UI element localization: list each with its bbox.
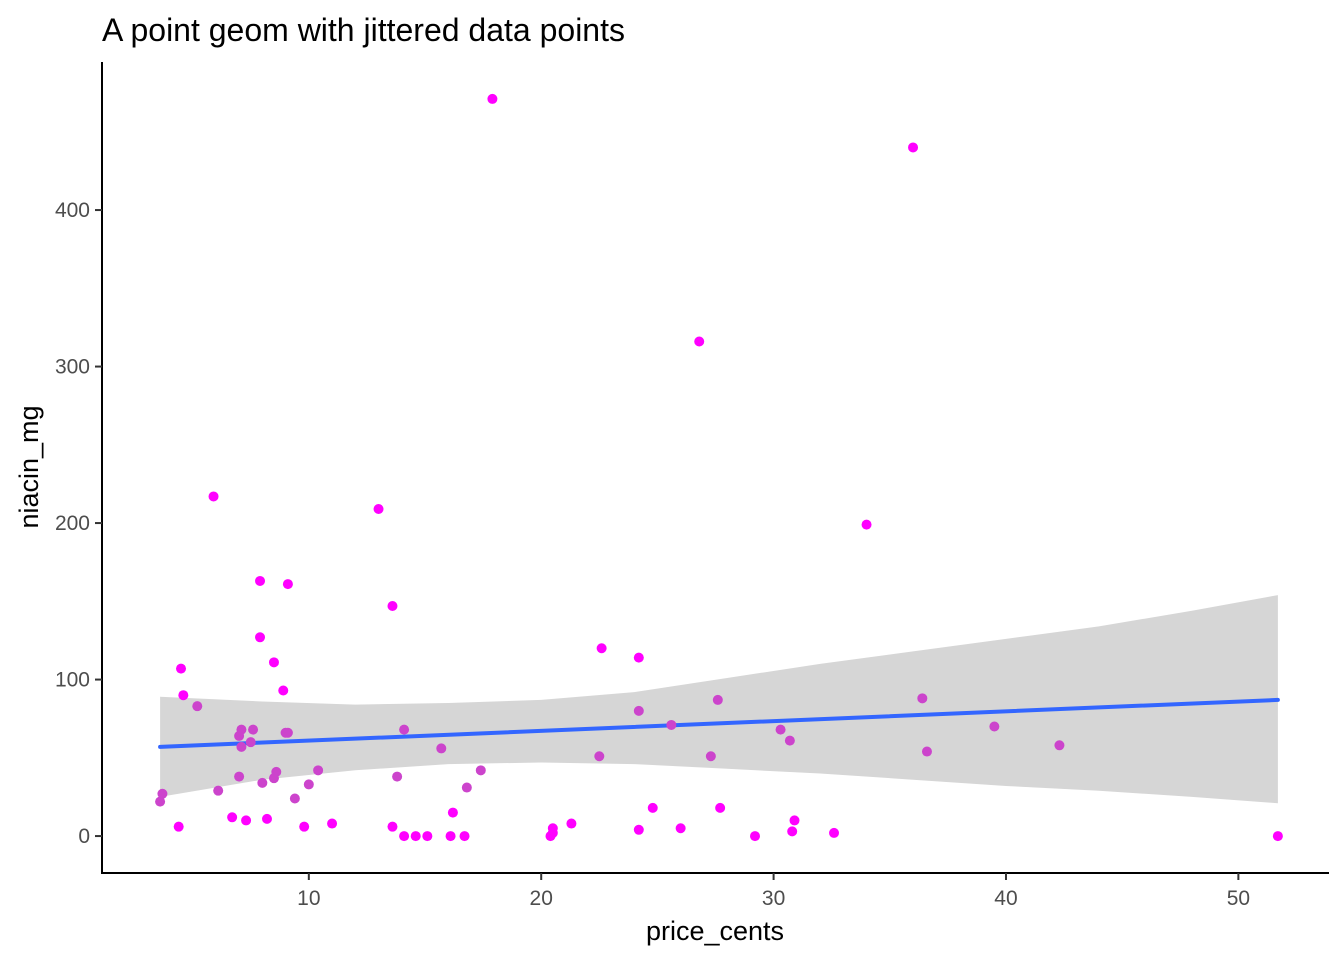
y-tick-label: 200 <box>55 512 90 535</box>
data-point <box>422 831 433 842</box>
data-point <box>282 579 293 590</box>
data-point <box>1054 740 1065 751</box>
x-tick-label: 50 <box>1227 887 1250 910</box>
y-tick-label: 100 <box>55 669 90 692</box>
data-point <box>282 727 293 738</box>
data-point <box>829 827 840 838</box>
data-point <box>327 818 338 829</box>
data-point <box>989 721 1000 732</box>
data-point <box>459 831 470 842</box>
data-point <box>784 735 795 746</box>
x-tick-label: 10 <box>297 887 320 910</box>
data-point <box>399 831 410 842</box>
data-point <box>261 813 272 824</box>
data-point <box>268 773 279 784</box>
y-tick-label: 400 <box>55 199 90 222</box>
data-point <box>566 818 577 829</box>
data-point <box>278 685 289 696</box>
data-point <box>268 657 279 668</box>
x-tick-label: 40 <box>994 887 1017 910</box>
data-point <box>236 741 247 752</box>
data-point <box>775 724 786 735</box>
data-point <box>178 690 189 701</box>
y-axis-label: niacin_mg <box>14 405 44 528</box>
data-point <box>213 785 224 796</box>
y-tick-label: 300 <box>55 356 90 379</box>
data-point <box>787 826 798 837</box>
data-point <box>399 724 410 735</box>
x-tick-label: 30 <box>762 887 785 910</box>
data-point <box>176 663 187 674</box>
data-point <box>234 730 245 741</box>
chart-title: A point geom with jittered data points <box>102 12 625 48</box>
data-point <box>750 831 761 842</box>
data-point <box>248 724 259 735</box>
smooth-line-layer <box>158 697 1280 749</box>
data-point <box>705 751 716 762</box>
x-axis-label: price_cents <box>646 916 784 946</box>
data-point <box>445 831 456 842</box>
data-point <box>861 519 872 530</box>
data-point <box>303 779 314 790</box>
data-point <box>392 771 403 782</box>
data-point <box>241 815 252 826</box>
data-point <box>461 782 472 793</box>
data-point <box>299 821 310 832</box>
data-point <box>313 765 324 776</box>
data-point <box>487 93 498 104</box>
data-point <box>155 796 166 807</box>
x-axis-ticks: 10 20 30 40 50 <box>297 873 1250 910</box>
data-point <box>545 831 556 842</box>
y-axis-ticks: 0 100 200 300 400 <box>55 199 102 848</box>
x-tick-label: 20 <box>530 887 553 910</box>
data-point <box>712 694 723 705</box>
data-point <box>666 719 677 730</box>
data-point <box>289 793 300 804</box>
data-point <box>157 788 168 799</box>
data-point <box>257 777 268 788</box>
data-point <box>633 652 644 663</box>
data-point <box>208 491 219 502</box>
data-point <box>234 771 245 782</box>
data-point <box>917 693 928 704</box>
data-point <box>410 831 421 842</box>
data-point <box>227 812 238 823</box>
data-point <box>1272 831 1283 842</box>
data-point <box>633 705 644 716</box>
data-point <box>475 765 486 776</box>
data-point <box>255 632 266 643</box>
data-point <box>255 575 266 586</box>
data-point <box>715 802 726 813</box>
data-point <box>373 503 384 514</box>
data-point <box>694 336 705 347</box>
y-tick-label: 0 <box>78 825 90 848</box>
data-point <box>647 802 658 813</box>
data-point <box>173 821 184 832</box>
data-point <box>594 751 605 762</box>
data-point <box>789 815 800 826</box>
data-point <box>921 746 932 757</box>
data-point <box>675 823 686 834</box>
data-point <box>387 601 398 612</box>
data-point <box>192 701 203 712</box>
points-layer <box>155 93 1283 842</box>
smooth-line <box>158 697 1280 749</box>
data-point <box>436 743 447 754</box>
data-point <box>447 807 458 818</box>
data-point <box>387 821 398 832</box>
data-point <box>633 824 644 835</box>
data-point <box>908 142 919 153</box>
data-point <box>596 643 607 654</box>
data-point <box>245 737 256 748</box>
